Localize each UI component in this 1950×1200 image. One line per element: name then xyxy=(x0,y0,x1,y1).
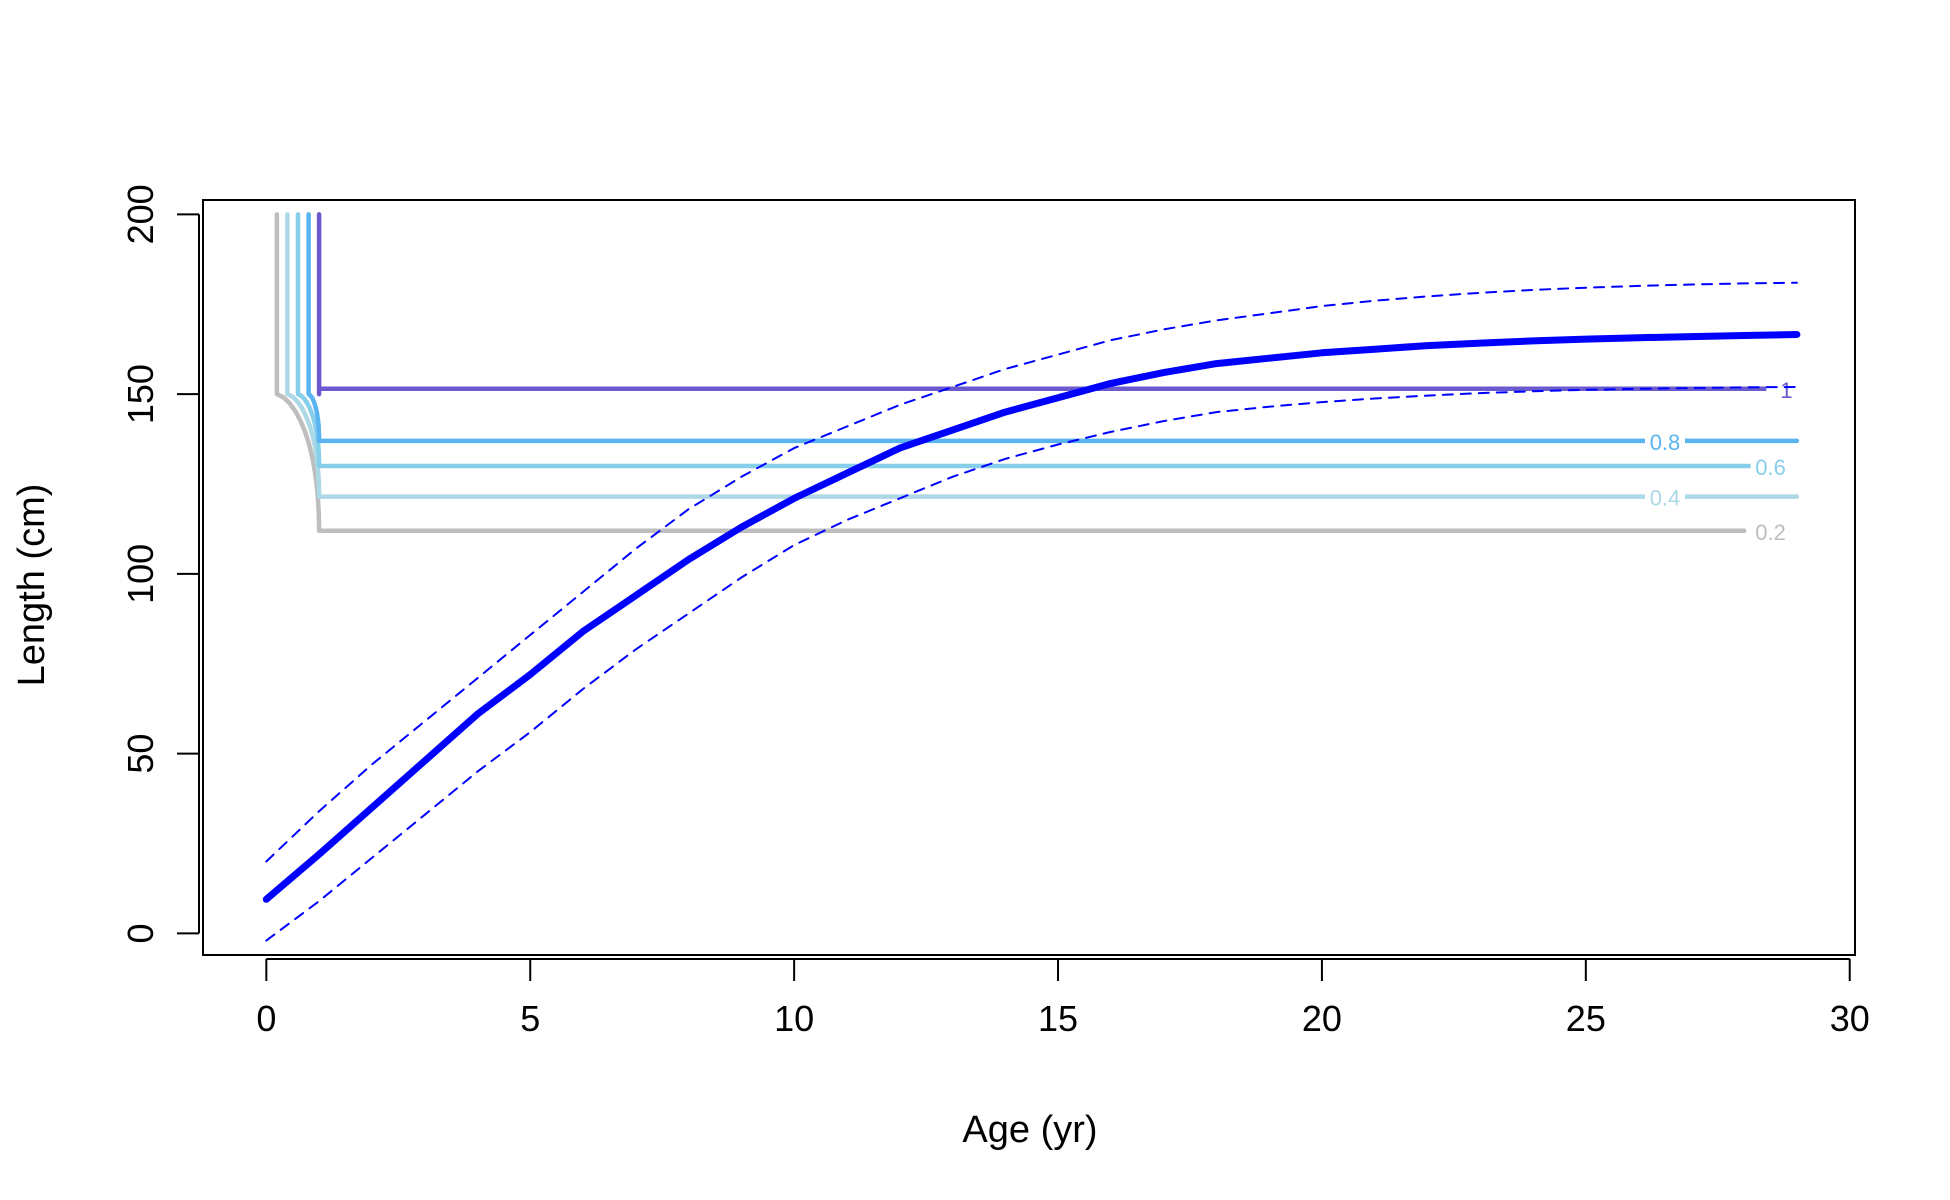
confidence-bound-line xyxy=(265,281,1798,863)
contour-label-gap xyxy=(1750,516,1791,545)
y-tick-label: 0 xyxy=(120,923,161,943)
contour-label-gap xyxy=(1644,482,1685,511)
contour-line xyxy=(285,212,1800,499)
contour-label: 0.4 xyxy=(1650,486,1681,511)
contour-lines: 0.2 0.4 0.6 0.8 1 xyxy=(274,212,1807,545)
confidence-bound-line xyxy=(265,386,1798,942)
x-tick-label: 20 xyxy=(1302,998,1342,1039)
x-axis: 0 5 10 15 20 25 30 xyxy=(256,958,1870,1039)
plot-frame xyxy=(202,199,1856,956)
contour-label-gap xyxy=(1750,452,1791,481)
contour-label: 0.2 xyxy=(1755,520,1786,545)
contour-label-gap xyxy=(1644,426,1685,455)
contour-line xyxy=(306,212,1800,444)
y-tick-label: 100 xyxy=(120,544,161,604)
contour-line xyxy=(295,212,1763,469)
x-tick-label: 0 xyxy=(256,998,276,1039)
y-axis: 0 50 100 150 200 xyxy=(120,184,200,943)
contour-label-gap xyxy=(1766,374,1807,403)
y-tick-label: 200 xyxy=(120,184,161,244)
contour-label: 1 xyxy=(1780,378,1792,403)
contour-label: 0.8 xyxy=(1650,430,1681,455)
contour-line xyxy=(274,212,1747,534)
x-tick-label: 15 xyxy=(1038,998,1078,1039)
contour-label: 0.6 xyxy=(1755,455,1786,480)
growth-series xyxy=(262,281,1801,942)
x-axis-title: Age (yr) xyxy=(962,1109,1097,1151)
x-tick-label: 10 xyxy=(774,998,814,1039)
contour-line xyxy=(316,212,1779,397)
y-tick-label: 50 xyxy=(120,734,161,774)
y-axis-title: Length (cm) xyxy=(11,484,53,687)
x-tick-label: 5 xyxy=(520,998,540,1039)
x-tick-label: 30 xyxy=(1830,998,1870,1039)
y-tick-label: 150 xyxy=(120,364,161,424)
x-tick-label: 25 xyxy=(1566,998,1606,1039)
mean-growth-line xyxy=(262,331,1801,903)
